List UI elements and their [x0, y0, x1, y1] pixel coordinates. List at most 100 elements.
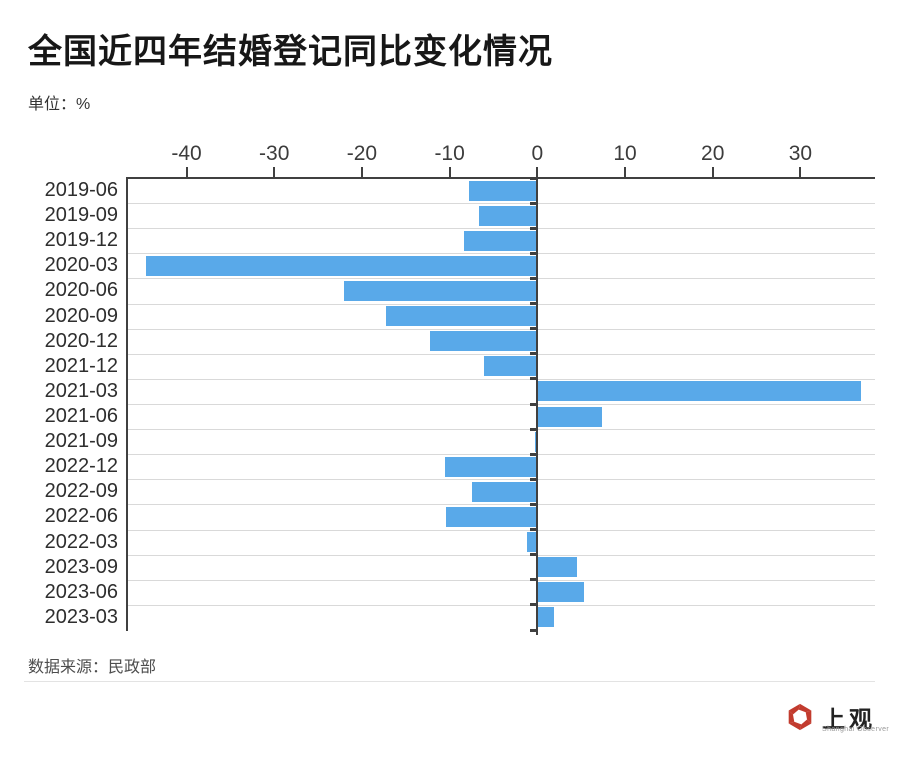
- shanghai-observer-logo: 上观 Shanghai Observer: [786, 700, 890, 740]
- y-tick-mark: [529, 628, 537, 632]
- row-gridline: [126, 228, 875, 230]
- x-tick-mark: [799, 167, 802, 177]
- logo-chinese-name: 上观: [822, 706, 876, 733]
- y-axis-label: 2019-06: [44, 179, 118, 201]
- row-gridline: [126, 353, 875, 355]
- y-tick-mark: [529, 427, 537, 431]
- y-tick-mark: [529, 402, 537, 406]
- row-gridline: [126, 479, 875, 481]
- y-axis-label: 2021-09: [44, 430, 118, 453]
- y-axis-label: 2020-06: [44, 279, 118, 302]
- x-tick-mark: [624, 167, 627, 177]
- y-axis-label: 2022-06: [44, 505, 118, 528]
- bar: [385, 306, 538, 327]
- x-axis-line: [126, 176, 875, 179]
- y-tick-mark: [529, 176, 537, 180]
- row-gridline: [126, 378, 875, 380]
- bar: [430, 331, 538, 352]
- y-tick-mark: [529, 377, 537, 381]
- y-axis-label: 2023-03: [44, 605, 118, 628]
- y-tick-mark: [529, 352, 537, 356]
- row-gridline: [126, 504, 875, 506]
- y-tick-mark: [529, 553, 537, 557]
- bar: [343, 281, 538, 301]
- y-tick-mark: [529, 603, 537, 607]
- zero-axis-line: [536, 176, 539, 635]
- y-tick-mark: [529, 201, 537, 205]
- y-axis-label: 2021-06: [44, 405, 118, 427]
- x-tick-mark: [448, 167, 451, 177]
- bar: [526, 532, 538, 553]
- bar: [537, 582, 584, 603]
- y-axis-label: 2020-09: [44, 304, 118, 327]
- y-tick-mark: [529, 477, 537, 481]
- row-gridline: [126, 203, 875, 205]
- y-axis-label: 2022-09: [44, 480, 118, 503]
- x-tick-label: 30: [788, 142, 813, 165]
- y-tick-mark: [529, 452, 537, 456]
- y-tick-mark: [529, 528, 537, 532]
- row-gridline: [126, 404, 875, 405]
- bar: [478, 205, 538, 226]
- row-gridline: [126, 604, 875, 606]
- x-tick-label: 0: [531, 142, 544, 165]
- y-axis-label: 2023-06: [44, 580, 118, 603]
- x-tick-label: -10: [434, 142, 465, 165]
- data-source-label: 数据来源：民政部: [28, 659, 157, 676]
- bar: [483, 356, 538, 377]
- bar: [537, 406, 603, 427]
- y-axis-label: 2020-12: [44, 329, 118, 352]
- x-tick-label: 10: [613, 142, 637, 165]
- bar: [445, 456, 538, 477]
- pinwheel-hexagon-icon: [788, 703, 812, 731]
- y-axis-label: 2022-03: [44, 530, 118, 553]
- x-tick-label: -30: [259, 142, 290, 165]
- row-gridline: [126, 278, 875, 280]
- bar: [468, 180, 538, 201]
- y-tick-mark: [529, 502, 537, 506]
- y-axis-label: 2019-09: [44, 204, 118, 227]
- x-tick-mark: [273, 167, 276, 177]
- y-axis-label: 2020-03: [44, 254, 118, 277]
- bar: [446, 507, 538, 527]
- x-tick-label: 20: [701, 142, 725, 165]
- y-tick-mark: [529, 226, 537, 230]
- bar: [146, 255, 538, 276]
- y-axis-spine: [125, 176, 128, 631]
- row-gridline: [126, 328, 875, 330]
- bar: [471, 481, 538, 502]
- y-tick-mark: [529, 578, 537, 582]
- y-tick-mark: [529, 276, 537, 280]
- row-gridline: [126, 554, 875, 556]
- y-tick-mark: [529, 302, 537, 306]
- x-tick-label: -20: [346, 142, 378, 165]
- footer-divider: [24, 681, 875, 682]
- y-tick-mark: [529, 251, 537, 255]
- row-gridline: [126, 303, 875, 305]
- row-gridline: [126, 454, 875, 456]
- y-axis-label: 2021-03: [44, 379, 118, 402]
- unit-label: 单位：%: [28, 96, 91, 113]
- chart-title: 全国近四年结婚登记同比变化情况: [28, 33, 553, 71]
- bar: [537, 607, 554, 628]
- bar: [537, 381, 861, 402]
- logo-english-name: Shanghai Observer: [822, 726, 890, 733]
- y-axis-label: 2021-12: [44, 354, 118, 377]
- row-gridline: [126, 429, 875, 431]
- x-tick-mark: [711, 167, 714, 177]
- y-axis-label: 2023-09: [44, 555, 118, 578]
- row-gridline: [126, 253, 875, 255]
- bar: [463, 230, 538, 251]
- y-tick-mark: [529, 327, 537, 331]
- x-tick-label: -40: [171, 142, 202, 165]
- row-gridline: [126, 579, 875, 581]
- y-axis-label: 2019-12: [44, 229, 118, 252]
- y-axis-label: 2022-12: [44, 455, 118, 478]
- bar: [537, 557, 577, 578]
- x-tick-mark: [185, 167, 188, 177]
- row-gridline: [126, 529, 875, 531]
- x-tick-mark: [536, 167, 539, 177]
- x-tick-mark: [360, 167, 363, 177]
